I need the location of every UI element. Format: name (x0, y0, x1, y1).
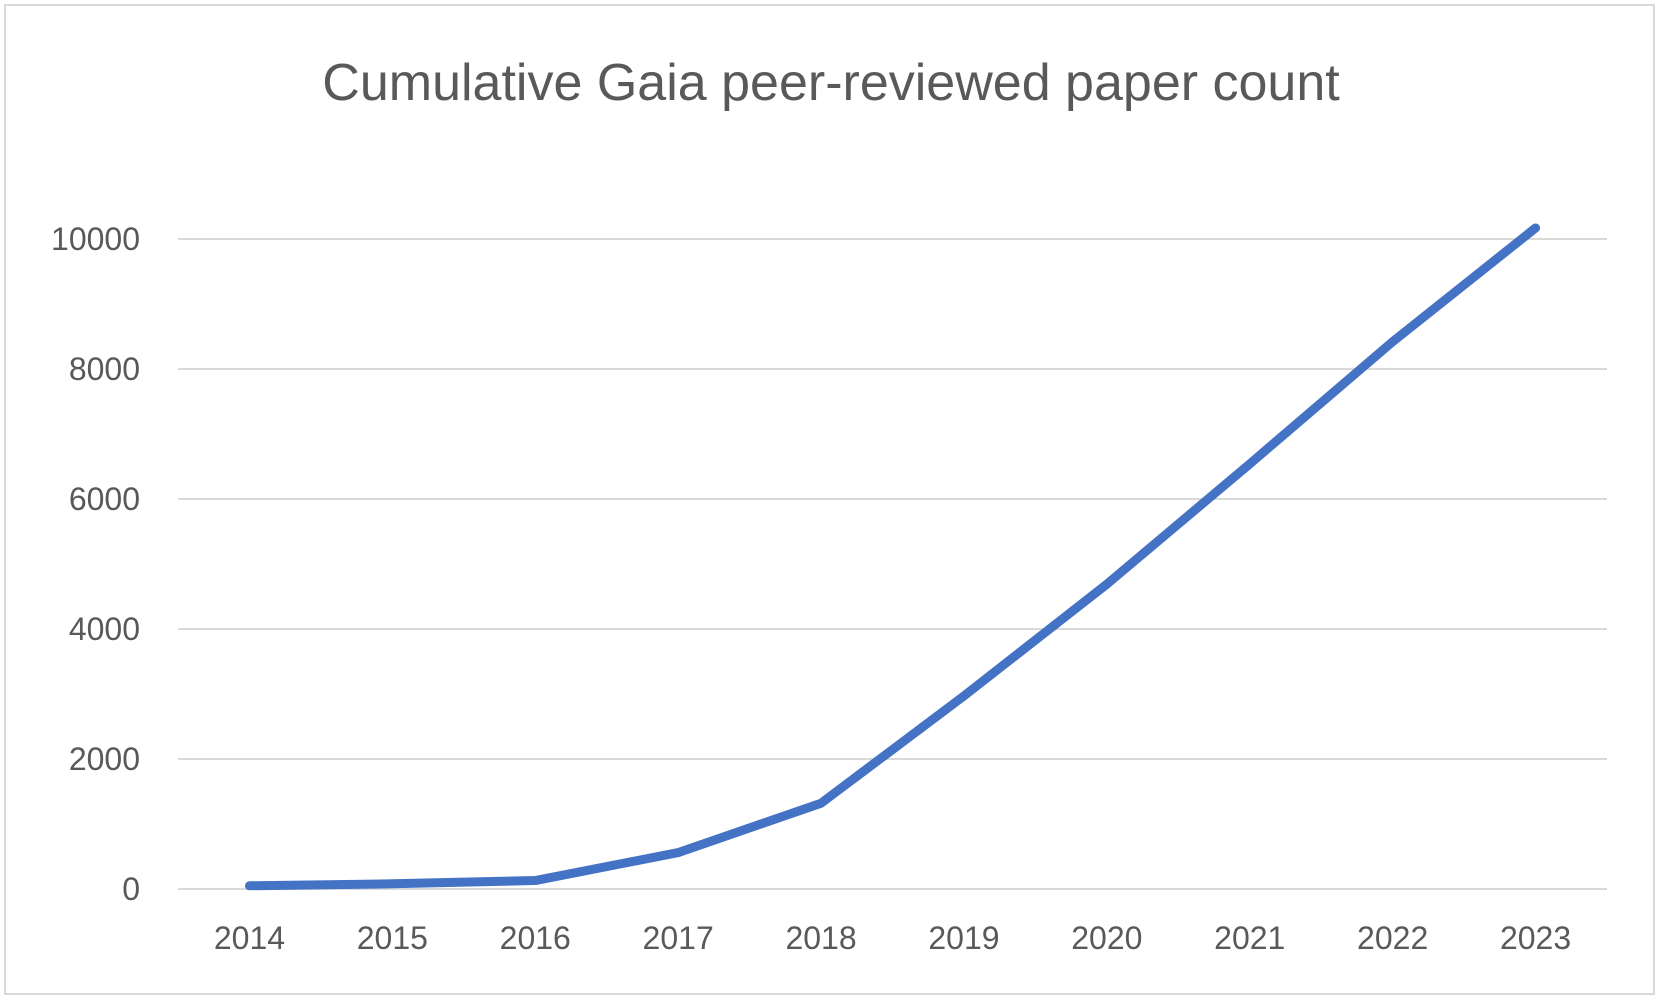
series-line (244, 223, 1541, 891)
x-tick-label: 2021 (1214, 920, 1285, 956)
x-tick-label: 2019 (928, 920, 999, 956)
x-tick-label: 2023 (1500, 920, 1571, 956)
x-tick-label: 2016 (500, 920, 571, 956)
x-tick-label: 2022 (1357, 920, 1428, 956)
x-tick-label: 2018 (785, 920, 856, 956)
y-tick-label: 6000 (69, 481, 140, 517)
x-tick-label: 2014 (214, 920, 285, 956)
y-tick-label: 0 (122, 871, 140, 907)
x-tick-label: 2015 (357, 920, 428, 956)
y-tick-label: 8000 (69, 351, 140, 387)
y-tick-label: 4000 (69, 611, 140, 647)
y-tick-label: 2000 (69, 741, 140, 777)
chart-frame (4, 4, 1655, 995)
chart-title: Cumulative Gaia peer-reviewed paper coun… (322, 54, 1340, 112)
x-tick-label: 2020 (1071, 920, 1142, 956)
y-tick-label: 10000 (51, 221, 140, 257)
x-tick-label: 2017 (643, 920, 714, 956)
